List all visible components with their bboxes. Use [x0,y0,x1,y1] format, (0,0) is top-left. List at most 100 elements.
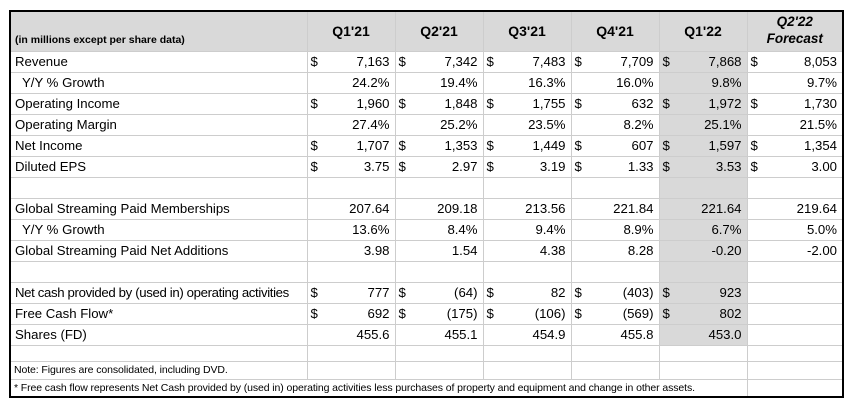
dollar-sign: $ [662,285,670,300]
note-text: Note: Figures are consolidated, includin… [9,360,308,380]
cell: $632 [570,92,660,115]
cell: 455.6 [306,323,396,346]
row-global-streaming-paid-memberships: Global Streaming Paid Memberships 207.64 2… [9,197,844,220]
cell: $1,972 [658,92,748,115]
cell: $1,730 [746,92,844,115]
cell: 454.9 [482,323,572,346]
cell [482,344,572,362]
cell [658,260,748,283]
cell: $ (569) [570,302,660,325]
cell: $802 [658,302,748,325]
dollar-sign: $ [398,159,406,174]
cell: 27.4% [306,113,396,136]
cell: 213.56 [482,197,572,220]
cell [394,360,484,380]
cell: 219.64 [746,197,844,220]
cell: $8,053 [746,50,844,73]
cell: -2.00 [746,239,844,262]
cell [306,176,396,199]
dollar-sign: $ [398,306,406,321]
row-diluted-eps: Diluted EPS $3.75 $2.97 $3.19 $1.33 $3.53 $3.0… [9,155,844,178]
cell [570,344,660,362]
row-operating-income: Operating Income $1,960 $1,848 $1,755 $632 $1… [9,92,844,115]
note-row: Note: Figures are consolidated, includin… [9,360,844,380]
cell [658,360,748,380]
spacer-row [9,260,844,283]
cell: 16.0% [570,71,660,94]
dollar-sign: $ [662,54,670,69]
cell: 8.2% [570,113,660,136]
cell [306,360,396,380]
cell: 6.7% [658,218,748,241]
cell: $777 [306,281,396,304]
cell: $ (403) [570,281,660,304]
cell: 453.0 [658,323,748,346]
row-free-cash-flow: Free Cash Flow* $692 $ (175) $ (106) $ (569) $80… [9,302,844,325]
cell: $923 [658,281,748,304]
cell [658,344,748,362]
dollar-sign: $ [310,96,318,111]
cell: $3.19 [482,155,572,178]
cell [394,260,484,283]
cell: $1,353 [394,134,484,157]
cell [658,176,748,199]
dollar-sign: $ [574,96,582,111]
column-header-q3-21: Q3'21 [482,10,572,52]
row-label: Operating Income [9,92,308,115]
row-label [9,344,308,362]
cell [746,344,844,362]
dollar-sign: $ [750,54,758,69]
row-label: Diluted EPS [9,155,308,178]
cell [746,302,844,325]
cell [482,176,572,199]
row-label: Operating Margin [9,113,308,136]
cell [306,344,396,362]
cell: 21.5% [746,113,844,136]
dollar-sign: $ [662,306,670,321]
row-label: Y/Y % Growth [9,218,308,241]
row-label: Revenue [9,50,308,73]
column-header-q2-22-forecast: Q2'22 Forecast [746,10,844,52]
dollar-sign: $ [310,159,318,174]
dollar-sign: $ [398,54,406,69]
dollar-sign: $ [398,138,406,153]
cell: $ (106) [482,302,572,325]
cell: 5.0% [746,218,844,241]
column-header-q1-21: Q1'21 [306,10,396,52]
dollar-sign: $ [486,306,494,321]
cell: 9.7% [746,71,844,94]
row-global-streaming-paid-net-additions: Global Streaming Paid Net Additions 3.98 1… [9,239,844,262]
cell [394,176,484,199]
dollar-sign: $ [750,138,758,153]
dollar-sign: $ [662,159,670,174]
row-label: Net Income [9,134,308,157]
cell: $3.00 [746,155,844,178]
cell [306,260,396,283]
cell: 19.4% [394,71,484,94]
cell [482,360,572,380]
cell: $2.97 [394,155,484,178]
cell: $3.53 [658,155,748,178]
row-label [9,176,308,199]
row-revenue: Revenue $7,163 $7,342 $7,483 $7,709 $7,868 $8,… [9,50,844,73]
footnote-text: * Free cash flow represents Net Cash pro… [9,378,748,398]
cell [746,281,844,304]
row-label: Global Streaming Paid Memberships [9,197,308,220]
cell: $1,354 [746,134,844,157]
cell: $7,163 [306,50,396,73]
row-shares-fd: Shares (FD) 455.6 455.1 454.9 455.8 453.0 [9,323,844,346]
column-header-q2-21: Q2'21 [394,10,484,52]
cell: -0.20 [658,239,748,262]
cell: 16.3% [482,71,572,94]
cell: $7,342 [394,50,484,73]
dollar-sign: $ [486,54,494,69]
cell: $7,483 [482,50,572,73]
row-y-y-growth: Y/Y % Growth 24.2% 19.4% 16.3% 16.0% 9.8% 9.7% [9,71,844,94]
dollar-sign: $ [574,306,582,321]
dollar-sign: $ [662,96,670,111]
cell: $7,709 [570,50,660,73]
cell: $7,868 [658,50,748,73]
cell: 25.2% [394,113,484,136]
column-header-q4-21: Q4'21 [570,10,660,52]
cell: $ (64) [394,281,484,304]
